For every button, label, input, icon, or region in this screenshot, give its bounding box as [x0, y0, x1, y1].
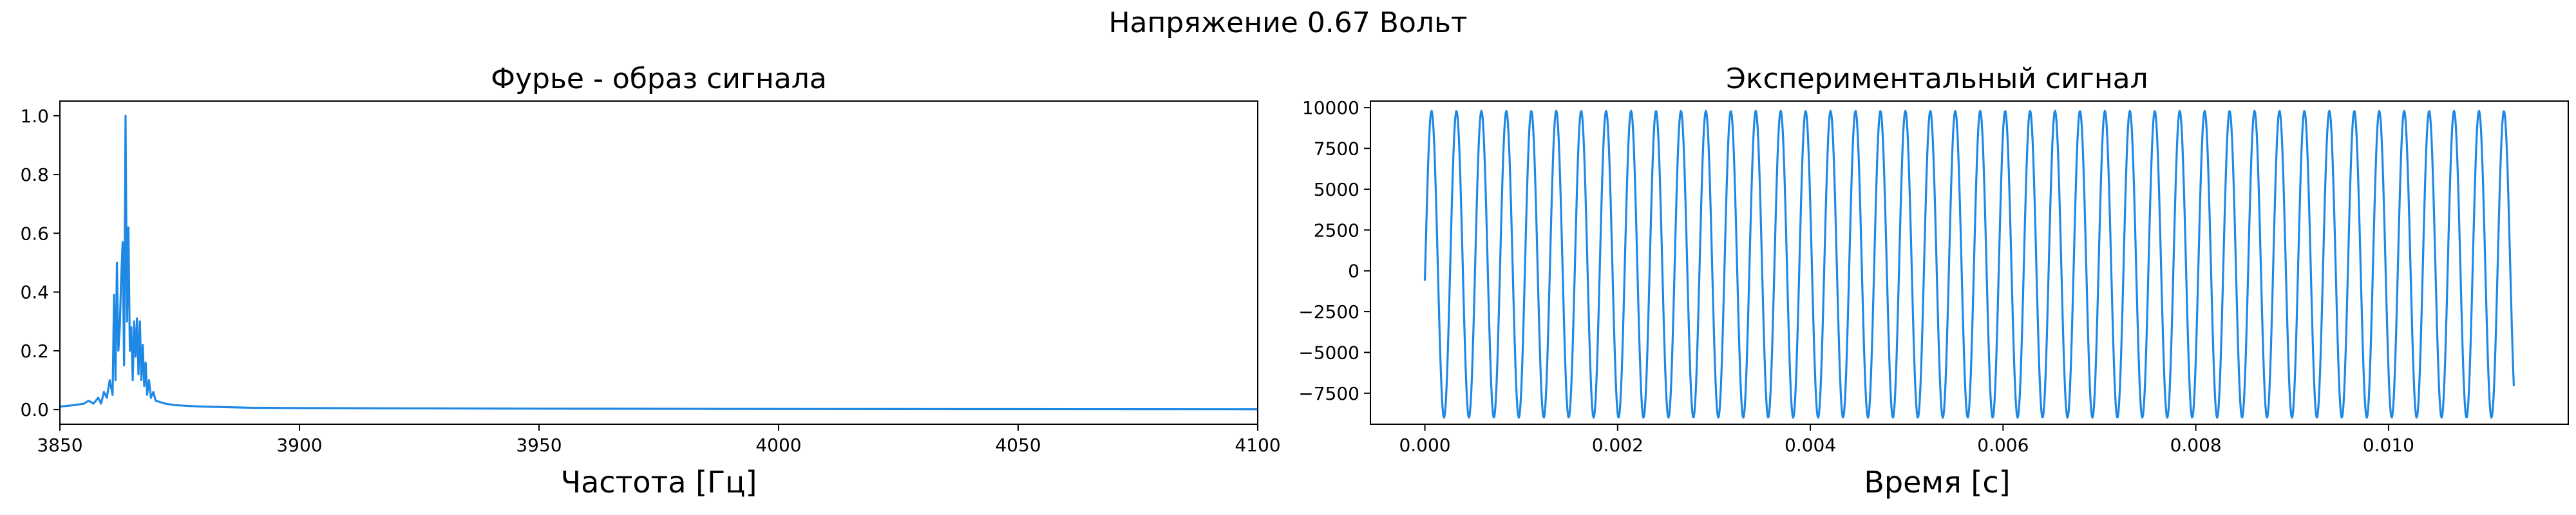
fourier-x-tick-label: 4050	[995, 435, 1041, 456]
signal-plot-area: 0.000 0.002 0.004 0.006 0.008 0.010 −7500 −5000…	[1298, 97, 2569, 456]
fourier-series-line	[60, 115, 1258, 411]
fourier-y-tick-label: 0.6	[20, 223, 49, 244]
signal-x-axis-label: Время [с]	[1864, 465, 2010, 500]
fourier-x-tick-label: 4000	[755, 435, 801, 456]
signal-x-tick-label: 0.002	[1592, 435, 1643, 456]
signal-x-tick-label: 0.010	[2363, 435, 2414, 456]
signal-x-tick-label: 0.008	[2170, 435, 2222, 456]
fourier-y-tick-label: 1.0	[20, 106, 49, 127]
fourier-x-tick-label: 3900	[276, 435, 322, 456]
signal-y-tick-label: −2500	[1298, 301, 1359, 323]
fourier-y-tick-label: 0.8	[20, 164, 49, 185]
fourier-chart: Фурье - образ сигнала 3850 3900 3950 4000 40…	[20, 62, 1280, 500]
signal-y-tick-label: 2500	[1314, 220, 1359, 241]
fourier-axes-frame	[59, 100, 1258, 425]
fourier-chart-title: Фурье - образ сигнала	[491, 62, 827, 95]
signal-y-tick-label: 7500	[1314, 138, 1359, 160]
signal-y-tick-label: −5000	[1298, 342, 1359, 363]
signal-y-tick-label: 5000	[1314, 179, 1359, 200]
fourier-x-tick-label: 3850	[37, 435, 82, 456]
signal-y-tick-label: 0	[1348, 261, 1359, 282]
signal-x-tick-label: 0.004	[1785, 435, 1836, 456]
fourier-x-tick-label: 3950	[516, 435, 562, 456]
fourier-y-tick-label: 0.2	[20, 341, 49, 362]
signal-chart-title: Экспериментальный сигнал	[1726, 62, 2148, 95]
figure-suptitle: Напряжение 0.67 Вольт	[1108, 6, 1467, 39]
signal-x-tick-label: 0.000	[1399, 435, 1450, 456]
signal-series-line	[1423, 109, 2515, 419]
fourier-x-tick-label: 4100	[1235, 435, 1280, 456]
signal-y-tick-label: 10000	[1302, 97, 1359, 118]
signal-y-tick-label: −7500	[1298, 383, 1359, 404]
signal-axes-frame	[1370, 100, 2569, 425]
signal-chart: Экспериментальный сигнал 0.000 0.002 0.004…	[1298, 62, 2569, 500]
signal-x-tick-label: 0.006	[1977, 435, 2029, 456]
fourier-plot-area: 3850 3900 3950 4000 4050 4100 0.0 0.2 0.4 0.6 0.8 1…	[20, 100, 1281, 456]
fourier-y-tick-label: 0.0	[20, 399, 49, 420]
fourier-y-tick-label: 0.4	[20, 282, 49, 303]
fourier-x-axis-label: Частота [Гц]	[561, 465, 757, 500]
